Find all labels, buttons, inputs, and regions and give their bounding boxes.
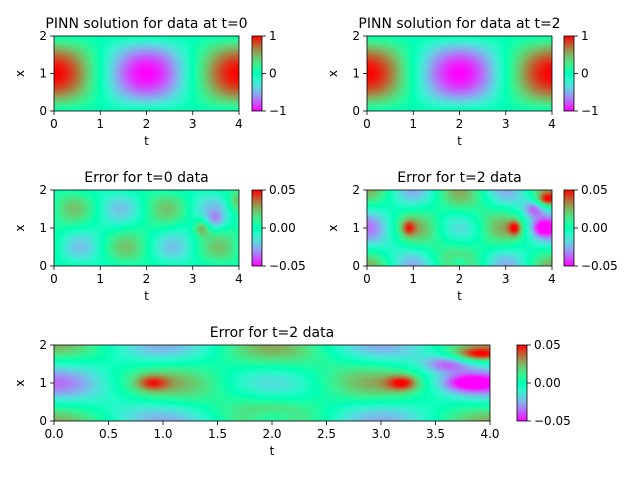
y-tick-label: 1 (352, 221, 360, 235)
x-tick-label: 4 (548, 272, 556, 286)
colorbar-tick-label: 0.05 (581, 183, 608, 197)
x-tick-label: 3 (502, 117, 510, 131)
x-tick-label: 3 (189, 117, 197, 131)
x-tick-label: 2 (143, 117, 151, 131)
colorbar-tick-label: 0 (269, 67, 277, 81)
x-tick-label: 3 (189, 272, 197, 286)
colorbar-tick-label: −0.05 (534, 414, 571, 428)
heatmap-image-1 (367, 36, 552, 111)
y-tick-label: 2 (352, 183, 360, 197)
x-axis-label: t (270, 444, 275, 458)
colorbar-tick-label: −1 (269, 104, 287, 118)
x-tick-label: 4.0 (480, 427, 499, 441)
y-tick-label: 0 (39, 414, 47, 428)
colorbar-tick-label: 1 (581, 29, 589, 43)
x-tick-label: 0.5 (99, 427, 118, 441)
y-tick-label: 0 (352, 104, 360, 118)
colorbar-tick-label: −0.05 (269, 259, 306, 273)
y-axis-label: x (326, 70, 340, 77)
y-axis-label: x (13, 70, 27, 77)
colorbar-tick-label: −1 (581, 104, 599, 118)
y-axis-label: x (13, 379, 27, 386)
x-axis-label: t (144, 289, 149, 303)
colorbar-tick-label: 0.00 (534, 376, 561, 390)
x-axis-label: t (144, 134, 149, 148)
y-tick-label: 1 (39, 376, 47, 390)
heatmap-image-0 (54, 36, 239, 111)
x-tick-label: 0 (50, 272, 58, 286)
y-tick-label: 1 (39, 221, 47, 235)
x-tick-label: 2.0 (262, 427, 281, 441)
x-tick-label: 2 (456, 272, 464, 286)
colorbar-tick-label: −0.05 (581, 259, 618, 273)
y-axis-label: x (326, 224, 340, 231)
x-tick-label: 4 (235, 117, 243, 131)
x-tick-label: 1 (409, 117, 417, 131)
colorbar-0 (252, 36, 262, 111)
colorbar-2 (252, 190, 262, 266)
x-tick-label: 3.0 (371, 427, 390, 441)
x-tick-label: 4 (548, 117, 556, 131)
x-tick-label: 1 (409, 272, 417, 286)
colorbar-4 (517, 345, 527, 421)
y-tick-label: 0 (39, 259, 47, 273)
heatmap-image-2 (54, 190, 239, 266)
y-tick-label: 1 (352, 67, 360, 81)
y-tick-label: 0 (352, 259, 360, 273)
colorbar-tick-label: 0.00 (269, 221, 296, 235)
colorbar-tick-label: 0.00 (581, 221, 608, 235)
y-axis-label: x (13, 224, 27, 231)
x-tick-label: 0 (50, 117, 58, 131)
x-tick-label: 0 (363, 272, 371, 286)
colorbar-1 (564, 36, 574, 111)
x-tick-label: 3.5 (426, 427, 445, 441)
y-tick-label: 2 (39, 338, 47, 352)
x-tick-label: 3 (502, 272, 510, 286)
heatmap-image-3 (367, 190, 552, 266)
colorbar-tick-label: 0.05 (534, 338, 561, 352)
chart-title: Error for t=2 data (397, 170, 521, 186)
chart-title: PINN solution for data at t=2 (358, 16, 560, 32)
chart-title: Error for t=2 data (210, 325, 334, 341)
x-tick-label: 2 (143, 272, 151, 286)
x-tick-label: 1 (96, 117, 104, 131)
x-tick-label: 2.5 (317, 427, 336, 441)
y-tick-label: 0 (39, 104, 47, 118)
heatmap-image-4 (54, 345, 490, 421)
x-tick-label: 1 (96, 272, 104, 286)
y-tick-label: 2 (39, 29, 47, 43)
x-tick-label: 1.0 (153, 427, 172, 441)
x-axis-label: t (457, 289, 462, 303)
colorbar-tick-label: 1 (269, 29, 277, 43)
y-tick-label: 2 (352, 29, 360, 43)
chart-title: PINN solution for data at t=0 (45, 16, 247, 32)
colorbar-3 (564, 190, 574, 266)
colorbar-tick-label: 0 (581, 67, 589, 81)
x-axis-label: t (457, 134, 462, 148)
chart-title: Error for t=0 data (84, 170, 208, 186)
x-tick-label: 0.0 (44, 427, 63, 441)
y-tick-label: 2 (39, 183, 47, 197)
colorbar-tick-label: 0.05 (269, 183, 296, 197)
x-tick-label: 2 (456, 117, 464, 131)
y-tick-label: 1 (39, 67, 47, 81)
x-tick-label: 4 (235, 272, 243, 286)
x-tick-label: 1.5 (208, 427, 227, 441)
x-tick-label: 0 (363, 117, 371, 131)
